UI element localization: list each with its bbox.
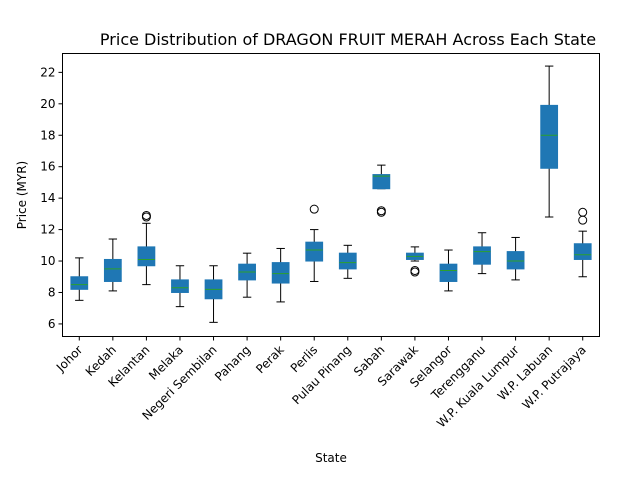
box: [506, 251, 525, 270]
box: [439, 263, 458, 282]
box-group: [372, 164, 391, 217]
x-tick-label: Johor: [53, 343, 85, 375]
box: [372, 174, 391, 190]
box: [103, 258, 122, 282]
box-group: [439, 249, 458, 292]
box: [305, 241, 324, 262]
box-group: [540, 65, 559, 218]
box-group: [204, 265, 223, 323]
y-tick-label: 20: [40, 97, 55, 111]
x-tick-label: Perak: [253, 343, 287, 377]
y-axis: 6 8 10 12 14 16 18 20 22: [40, 65, 63, 331]
y-tick-label: 8: [48, 285, 56, 299]
x-tick-label: Pahang: [212, 343, 253, 384]
outlier-point: [578, 215, 588, 225]
box-group: [238, 252, 256, 298]
outlier-point: [309, 204, 319, 214]
box: [338, 252, 357, 270]
box-group: [70, 257, 89, 301]
y-tick-label: 14: [40, 191, 55, 205]
box-group: [506, 236, 525, 281]
y-axis-label: Price (MYR): [15, 161, 29, 229]
y-tick-label: 10: [40, 254, 55, 268]
box-group: [137, 210, 156, 286]
box: [573, 243, 592, 260]
y-tick-label: 6: [48, 317, 56, 331]
box-group: [406, 246, 424, 277]
box: [70, 276, 89, 290]
chart-title: Price Distribution of DRAGON FRUIT MERAH…: [100, 30, 596, 49]
box: [540, 104, 559, 169]
outlier-point: [410, 267, 420, 277]
box: [137, 246, 156, 267]
plot-area: [70, 65, 592, 323]
y-tick-label: 22: [40, 65, 55, 79]
box: [171, 279, 189, 293]
box-group: [473, 232, 491, 275]
plot-frame: [62, 53, 600, 337]
box: [473, 246, 491, 265]
box-group: [305, 204, 324, 282]
x-tick-label: Pulau Pinang: [289, 343, 354, 408]
outlier-point: [376, 207, 386, 217]
box: [271, 262, 290, 284]
y-tick-label: 18: [40, 128, 55, 142]
box-group: [271, 247, 290, 303]
y-tick-label: 12: [40, 223, 55, 237]
y-tick-label: 16: [40, 160, 55, 174]
box-group: [338, 244, 357, 279]
box-group: [171, 265, 189, 308]
x-axis-label: State: [315, 451, 347, 465]
outlier-point: [141, 210, 151, 220]
outlier-point: [578, 207, 588, 217]
box-group: [103, 238, 122, 292]
box-group: [573, 207, 592, 278]
